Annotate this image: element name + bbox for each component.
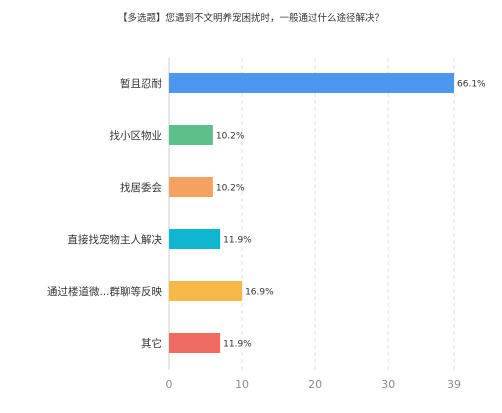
- bar: [169, 281, 243, 301]
- bar: [169, 229, 221, 249]
- x-tick-label: 20: [308, 378, 322, 391]
- value-label: 11.9%: [223, 340, 252, 350]
- category-label: 直接找宠物主人解决: [68, 233, 163, 246]
- category-label: 找居委会: [120, 181, 162, 194]
- x-tick-label: 39: [447, 378, 461, 391]
- x-tick-label: 30: [381, 378, 395, 391]
- value-label: 10.2%: [216, 132, 245, 142]
- value-label: 16.9%: [245, 288, 274, 298]
- x-tick-label: 0: [166, 378, 173, 391]
- chart-title: 【多选题】您遇到不文明养宠困扰时，一般通过什么途径解决？: [117, 13, 384, 24]
- x-tick-label: 10: [235, 378, 249, 391]
- bar: [169, 125, 213, 145]
- category-label: 其它: [141, 337, 162, 350]
- value-label: 10.2%: [216, 184, 245, 194]
- bar: [169, 73, 454, 93]
- value-label: 11.9%: [223, 236, 252, 246]
- category-label: 通过楼道微...群聊等反映: [47, 285, 163, 298]
- value-label: 66.1%: [457, 80, 486, 90]
- bar: [169, 177, 213, 197]
- category-label: 暂且忍耐: [120, 77, 162, 90]
- bar: [169, 333, 221, 353]
- category-label: 找小区物业: [110, 129, 163, 142]
